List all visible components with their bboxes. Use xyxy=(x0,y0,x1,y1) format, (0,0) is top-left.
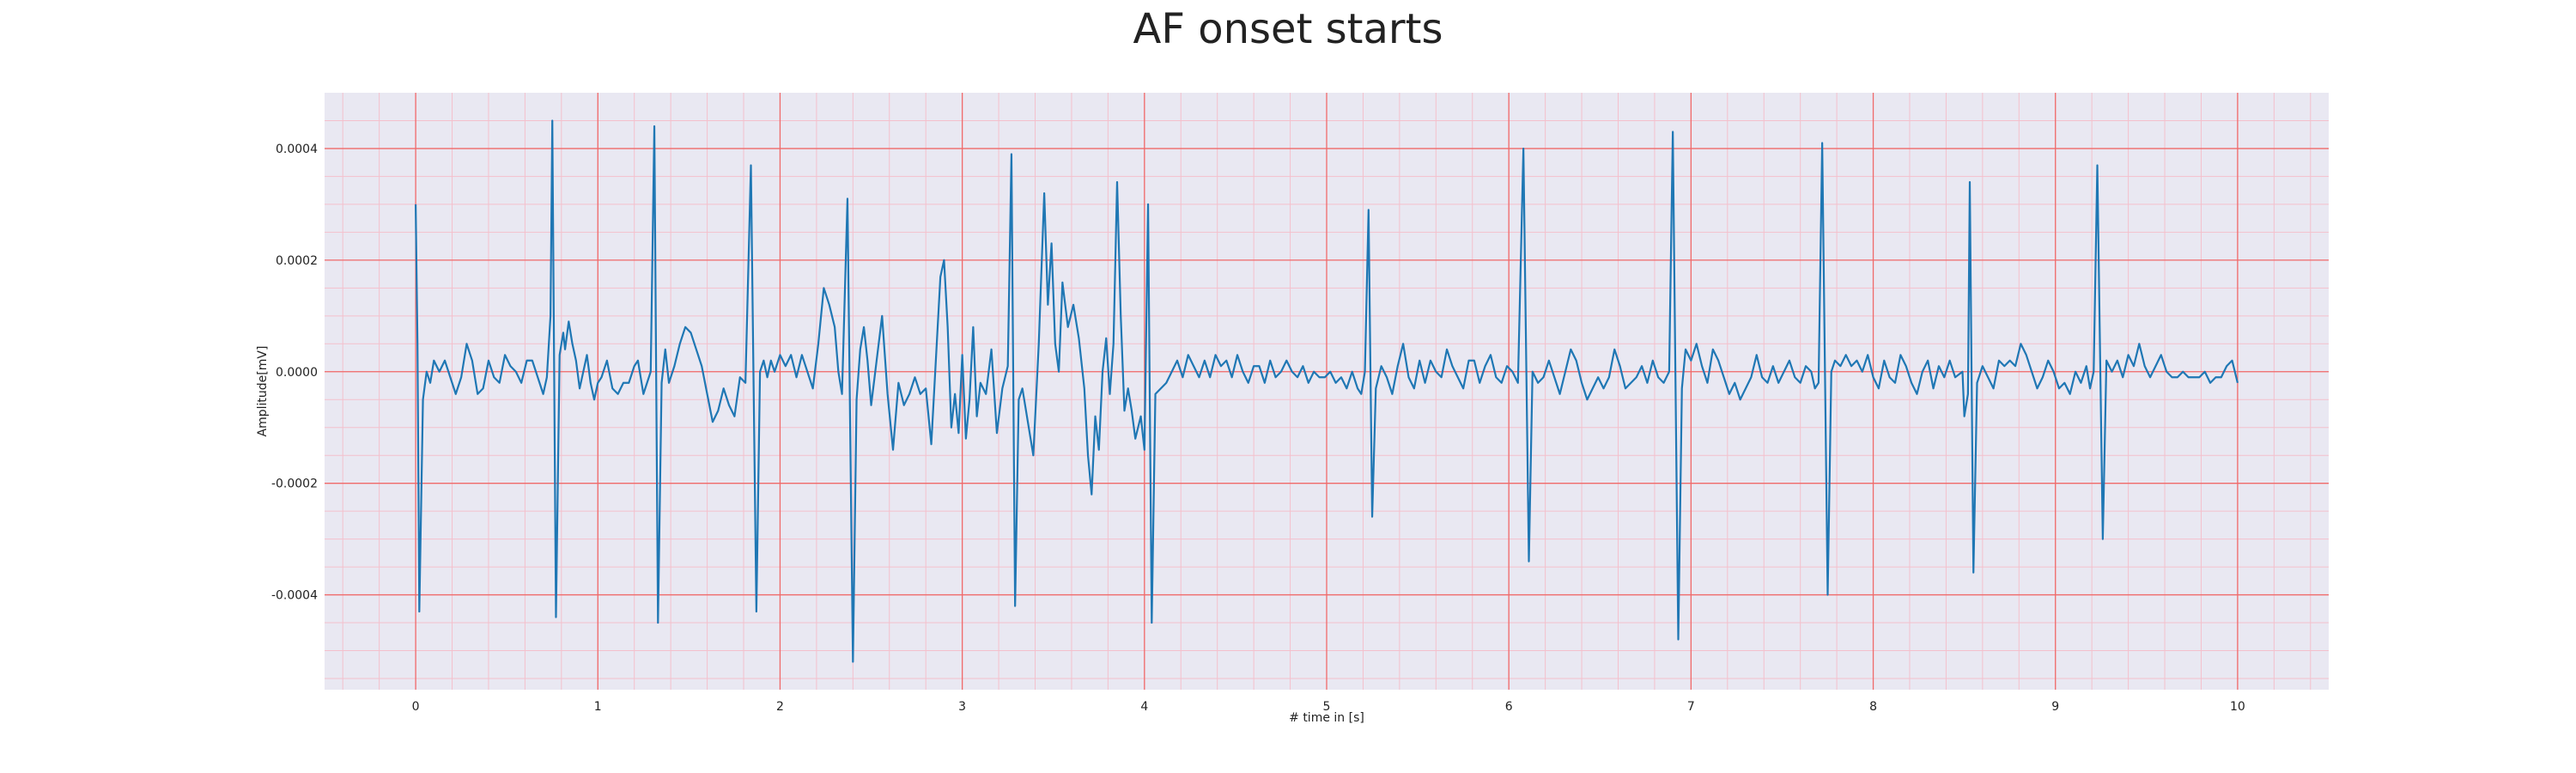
x-tick-label: 1 xyxy=(594,700,602,714)
y-tick-label: 0.0002 xyxy=(276,254,318,268)
chart-title: AF onset starts xyxy=(1133,5,1443,53)
y-tick-labels: -0.0004 -0.0002 0.0000 0.0002 0.0004 xyxy=(271,143,318,603)
y-tick-label: 0.0004 xyxy=(276,143,318,156)
x-tick-label: 7 xyxy=(1687,700,1695,714)
x-axis-label: # time in [s] xyxy=(1289,711,1364,725)
x-tick-label: 5 xyxy=(1323,700,1331,714)
x-tick-label: 8 xyxy=(1869,700,1877,714)
x-tick-label: 4 xyxy=(1140,700,1148,714)
y-axis-label: Amplitude[mV] xyxy=(256,346,270,437)
x-tick-label: 2 xyxy=(776,700,784,714)
x-tick-label: 0 xyxy=(412,700,420,714)
y-tick-label: -0.0002 xyxy=(271,478,318,491)
major-grid xyxy=(325,93,2329,690)
ecg-series-line xyxy=(414,119,2239,663)
x-tick-label: 10 xyxy=(2230,700,2245,714)
y-tick-label: -0.0004 xyxy=(271,589,318,603)
x-tick-label: 3 xyxy=(958,700,966,714)
x-tick-label: 6 xyxy=(1505,700,1513,714)
y-tick-label: 0.0000 xyxy=(276,366,318,380)
x-tick-labels: 0 1 2 3 4 5 6 7 8 9 10 xyxy=(412,700,2245,714)
x-tick-label: 9 xyxy=(2051,700,2059,714)
